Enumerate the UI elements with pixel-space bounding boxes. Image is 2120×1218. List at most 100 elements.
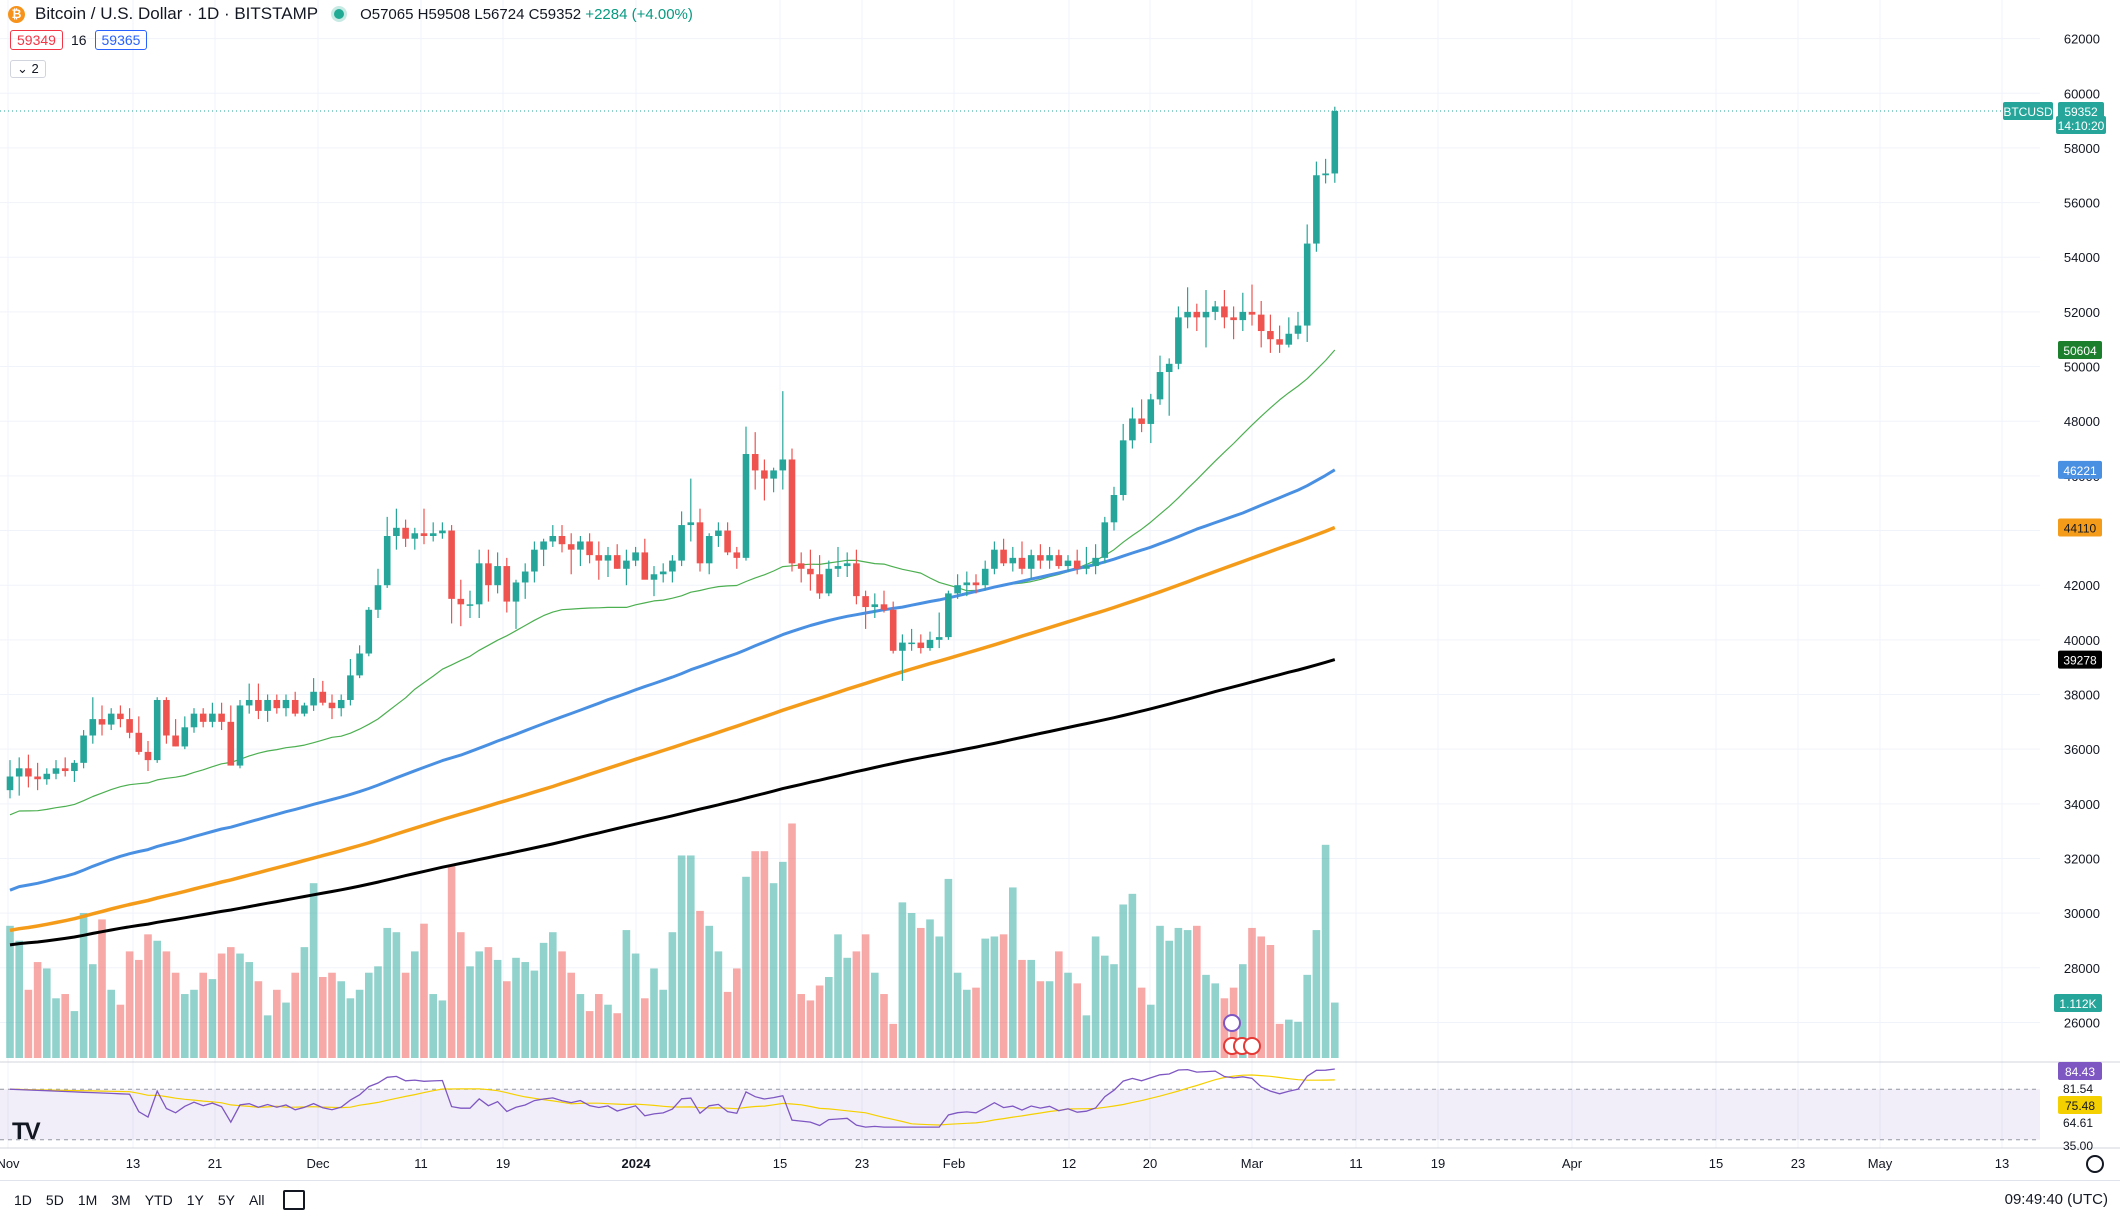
volume-bar [227, 947, 235, 1058]
volume-bar [420, 923, 428, 1058]
volume-bar [383, 927, 391, 1058]
volume-bar [1202, 974, 1210, 1058]
volume-bar [1312, 930, 1321, 1058]
volume-bar [33, 962, 42, 1058]
volume-bar [521, 962, 529, 1058]
time-tick-label: May [1868, 1156, 1893, 1171]
volume-bar [1045, 981, 1054, 1058]
candle-body [1147, 399, 1155, 424]
candle-body [61, 768, 69, 772]
candle-body [1110, 495, 1118, 523]
candle-body [181, 727, 189, 747]
volume-bar [576, 994, 585, 1058]
candle-body [926, 639, 934, 649]
volume-bar [1331, 1002, 1339, 1058]
volume-bar [1101, 955, 1109, 1058]
candle-body [402, 527, 409, 539]
candle-body [853, 563, 860, 597]
volume-bar [162, 951, 171, 1058]
volume-bar [181, 994, 189, 1058]
candle-body [126, 719, 133, 733]
candle-body [301, 705, 308, 714]
rsi-band [0, 1089, 2040, 1140]
volume-bar [346, 998, 355, 1058]
clock[interactable]: 09:49:40 (UTC) [2004, 1191, 2108, 1208]
candle-body [981, 568, 989, 586]
candle-body [1000, 549, 1007, 564]
candle-body [889, 609, 897, 651]
volume-bar [1257, 936, 1265, 1058]
volume-bar [52, 998, 60, 1058]
volume-bar [595, 994, 603, 1058]
volume-bar [493, 959, 502, 1058]
volume-bar [365, 972, 373, 1058]
ma50-badge-bg [2058, 460, 2102, 479]
sell-button[interactable]: 59349 [10, 30, 63, 50]
event-lightning-icon[interactable] [1223, 1014, 1241, 1032]
candle-body [34, 776, 41, 780]
candle-body [558, 536, 566, 545]
candle-body [1313, 175, 1320, 244]
volume-badge: 1.112K [2059, 997, 2096, 1011]
volume-bar [696, 910, 704, 1058]
candle-body [724, 530, 731, 553]
candle-body [291, 699, 299, 714]
volume-bar [1321, 844, 1330, 1058]
range-button[interactable]: 1D [14, 1191, 32, 1208]
buy-button[interactable]: 59365 [94, 30, 148, 50]
volume-bar [622, 930, 631, 1058]
symbol-badge: BTCUSD [2003, 105, 2053, 119]
range-button[interactable]: 1M [77, 1191, 98, 1208]
time-tick-label: 11 [414, 1156, 428, 1171]
price-tick-label: 30000 [2064, 906, 2100, 921]
volume-bar [1073, 983, 1081, 1058]
volume-bar [392, 932, 401, 1058]
candle-body [917, 642, 925, 649]
volume-bar [815, 985, 824, 1058]
range-button[interactable]: 5D [45, 1191, 64, 1208]
candle-body [1184, 311, 1191, 318]
tradingview-logo[interactable]: TV [12, 1118, 41, 1145]
candle-body [356, 653, 363, 676]
economic-event-flag-icon[interactable] [1243, 1037, 1261, 1055]
rsi-value-badge-bg [2058, 1062, 2102, 1080]
range-button[interactable]: 5Y [217, 1191, 235, 1208]
range-button[interactable]: YTD [144, 1191, 173, 1208]
volume-bar [429, 994, 437, 1058]
candle-body [144, 751, 152, 761]
candle-body [935, 637, 943, 640]
ma20-badge: 50604 [2063, 344, 2097, 358]
volume-bar [530, 970, 539, 1058]
volume-bar [208, 979, 217, 1058]
symbol-title[interactable]: Bitcoin / U.S. Dollar · 1D · BITSTAMP [35, 4, 319, 23]
volume-bar [319, 976, 327, 1058]
ma20-badge-bg [2058, 341, 2102, 360]
spread-value: 16 [70, 32, 87, 48]
candle-body [659, 571, 667, 575]
candle-body [705, 536, 713, 564]
settings-gear-icon[interactable] [2086, 1155, 2104, 1173]
candle-body [163, 699, 170, 736]
range-button[interactable]: All [248, 1191, 265, 1208]
volume-bar [806, 1000, 815, 1058]
volume-bar [98, 919, 106, 1058]
candle-body [1285, 333, 1293, 345]
volume-bar [558, 951, 566, 1058]
candle-body [1322, 173, 1329, 176]
candle-body [236, 705, 244, 766]
range-button[interactable]: 3M [111, 1191, 131, 1208]
candle-body [117, 713, 124, 720]
candle-body [1294, 325, 1302, 334]
rsi-ma-line [9, 1074, 1335, 1126]
candle-body [457, 598, 465, 605]
candle-body [1101, 522, 1109, 558]
indicators-toggle[interactable]: ⌄ 2 [10, 60, 46, 78]
time-tick-label: 13 [1995, 1156, 2009, 1171]
calendar-icon[interactable] [282, 1189, 305, 1210]
volume-bar [677, 855, 686, 1058]
high-value: H59508 [417, 5, 471, 23]
range-button[interactable]: 1Y [186, 1191, 204, 1208]
candle-body [761, 470, 768, 479]
candle-body [328, 702, 336, 709]
